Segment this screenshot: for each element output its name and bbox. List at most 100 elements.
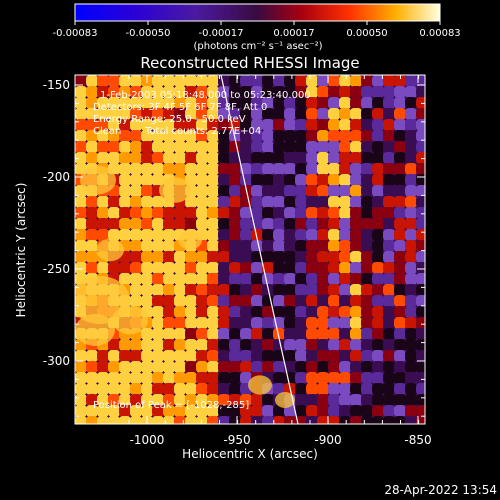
heat-cell xyxy=(339,405,351,417)
heat-cell xyxy=(295,251,307,263)
heat-cell xyxy=(328,251,340,263)
heat-cell xyxy=(350,350,362,362)
heat-cell xyxy=(130,152,142,164)
heat-cell xyxy=(130,75,142,87)
heat-cell xyxy=(141,284,153,296)
heat-cell xyxy=(174,207,186,219)
heat-cell xyxy=(416,86,425,98)
heat-cell xyxy=(163,251,175,263)
heat-cell xyxy=(207,284,219,296)
heat-cell xyxy=(262,416,274,424)
heat-cell xyxy=(262,229,274,241)
heat-cell xyxy=(251,361,263,373)
heat-cell xyxy=(328,86,340,98)
heat-cell xyxy=(328,130,340,142)
heat-cell xyxy=(97,207,109,219)
heat-cell xyxy=(361,196,373,208)
heat-cell xyxy=(130,130,142,142)
heat-cell xyxy=(75,240,87,252)
heat-cell xyxy=(405,185,417,197)
heat-cell xyxy=(141,405,153,417)
heat-cell xyxy=(229,185,241,197)
heat-cell xyxy=(284,273,296,285)
heat-cell xyxy=(251,207,263,219)
heat-cell xyxy=(108,196,120,208)
heat-cell xyxy=(416,372,425,384)
heat-cell xyxy=(306,394,318,406)
heat-cell xyxy=(328,229,340,241)
heat-cell xyxy=(262,163,274,175)
heat-cell xyxy=(372,185,384,197)
colorbar-gradient xyxy=(74,3,441,22)
heat-cell xyxy=(394,273,406,285)
heat-cell xyxy=(394,372,406,384)
heat-cell xyxy=(405,196,417,208)
heat-cell xyxy=(372,152,384,164)
heat-cell xyxy=(295,394,307,406)
heat-cell xyxy=(240,350,252,362)
heat-cell xyxy=(86,97,98,109)
heat-cell xyxy=(185,251,197,263)
heat-cell xyxy=(163,372,175,384)
heat-cell xyxy=(328,328,340,340)
heat-cell xyxy=(97,416,109,424)
heat-cell xyxy=(141,361,153,373)
heat-cell xyxy=(86,86,98,98)
heat-cell xyxy=(196,119,208,131)
heat-cell xyxy=(405,273,417,285)
heat-cell xyxy=(372,273,384,285)
heat-cell xyxy=(273,218,285,230)
heat-cell xyxy=(119,394,131,406)
heat-cell xyxy=(361,350,373,362)
bright-source xyxy=(80,165,116,195)
heat-cell xyxy=(97,383,109,395)
heat-cell xyxy=(284,86,296,98)
heat-cell xyxy=(262,141,274,153)
heat-cell xyxy=(119,262,131,274)
heat-cell xyxy=(306,229,318,241)
heat-cell xyxy=(229,119,241,131)
heat-cell xyxy=(295,108,307,120)
heat-cell xyxy=(383,273,395,285)
heat-cell xyxy=(372,196,384,208)
heat-cell xyxy=(306,207,318,219)
heat-cell xyxy=(416,251,425,263)
heat-cell xyxy=(394,405,406,417)
heat-cell xyxy=(361,273,373,285)
heat-cell xyxy=(361,251,373,263)
heat-cell xyxy=(262,361,274,373)
heat-cell xyxy=(152,97,164,109)
heat-cell xyxy=(328,394,340,406)
heat-cell xyxy=(185,86,197,98)
heat-cell xyxy=(405,218,417,230)
heat-cell xyxy=(174,372,186,384)
heat-cell xyxy=(152,284,164,296)
heat-cell xyxy=(130,350,142,362)
heat-cell xyxy=(207,416,219,424)
heat-cell xyxy=(185,405,197,417)
heat-cell xyxy=(328,97,340,109)
heat-cell xyxy=(273,207,285,219)
y-axis-title: Heliocentric Y (arcsec) xyxy=(14,183,28,318)
heat-cell xyxy=(185,119,197,131)
heat-cell xyxy=(196,394,208,406)
heat-cell xyxy=(273,130,285,142)
heat-cell xyxy=(284,163,296,175)
heat-cell xyxy=(295,75,307,87)
heat-cell xyxy=(196,284,208,296)
heat-cell xyxy=(372,163,384,175)
heat-cell xyxy=(207,350,219,362)
heat-cell xyxy=(361,284,373,296)
heat-cell xyxy=(383,284,395,296)
heat-cell xyxy=(251,141,263,153)
heat-cell xyxy=(152,361,164,373)
heat-cell xyxy=(306,350,318,362)
heat-cell xyxy=(218,416,230,424)
heat-cell xyxy=(372,86,384,98)
heat-cell xyxy=(361,317,373,329)
heat-cell xyxy=(328,262,340,274)
bright-source xyxy=(248,375,272,395)
heat-cell xyxy=(240,416,252,424)
heat-cell xyxy=(317,75,329,87)
heat-cell xyxy=(86,394,98,406)
